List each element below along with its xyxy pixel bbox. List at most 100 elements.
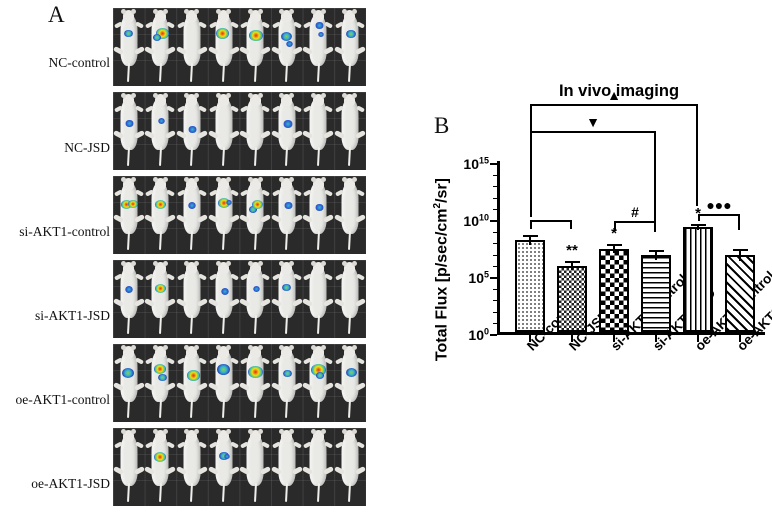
mouse-image	[270, 92, 303, 170]
row-label-si-akt1-control: si-AKT1-control	[19, 224, 110, 239]
luminescence-signal	[124, 286, 133, 293]
imaging-row: Luminescence3.02.52.01.51.00.5x10⁶Radian…	[113, 344, 366, 422]
mouse-image	[144, 344, 177, 422]
error-bar-cap	[606, 243, 622, 246]
bracket-left-arm	[530, 220, 532, 229]
mouse-image	[207, 428, 240, 506]
error-bar-cap	[690, 223, 706, 226]
bar[interactable]	[683, 226, 713, 332]
imaging-row: Luminescence3.02.52.01.51.00.5x10⁶Radian…	[113, 428, 366, 506]
panel-b-label: B	[434, 113, 450, 138]
y-axis-tick	[490, 277, 497, 279]
y-axis-minor-tick	[493, 311, 497, 313]
mouse-image	[175, 344, 209, 422]
mouse-image	[333, 176, 366, 254]
mouse-image	[333, 344, 366, 422]
error-bar	[739, 248, 741, 261]
luminescence-signal	[125, 120, 135, 128]
row-label-si-akt1-jsd: si-AKT1-JSD	[34, 308, 110, 323]
luminescence-signal	[154, 452, 167, 462]
bar[interactable]	[557, 266, 587, 332]
luminescence-signal	[188, 202, 196, 209]
bracket-left-arm	[698, 214, 700, 221]
mouse-image	[302, 92, 335, 170]
bar[interactable]	[515, 240, 545, 332]
mouse-image	[302, 8, 335, 86]
luminescence-signal	[220, 288, 229, 295]
error-bar	[613, 243, 615, 254]
y-axis-minor-tick	[493, 208, 497, 211]
x-axis-tick	[571, 335, 573, 342]
luminescence-signal	[153, 34, 162, 41]
luminescence-signal	[314, 22, 324, 30]
error-bar-cap	[522, 235, 538, 238]
significance-mark: *	[695, 205, 701, 222]
row-label-nc-jsd: NC-JSD	[64, 140, 110, 155]
luminescence-signal	[281, 32, 293, 42]
mouse-image	[239, 260, 272, 338]
luminescence-signal	[186, 370, 200, 381]
mouse-image	[270, 260, 303, 338]
y-axis-tick	[490, 163, 497, 165]
panel-a-row-labels: NC-control NC-JSD si-AKT1-control si-AKT…	[0, 0, 110, 515]
mouse-image	[175, 260, 209, 338]
bar[interactable]	[641, 255, 671, 332]
y-axis-tick	[490, 220, 497, 222]
luminescence-signal	[345, 368, 357, 378]
plot-area: 10010510101015NC-control**NC-JSD*si-AKT1…	[463, 87, 772, 354]
significance-mark: *	[611, 224, 617, 242]
mouse-image	[113, 92, 145, 170]
mouse-image	[207, 344, 240, 422]
mouse-image	[144, 260, 177, 338]
y-axis-minor-tick	[493, 186, 497, 188]
mouse-image	[239, 8, 272, 86]
mouse-image	[333, 92, 366, 170]
luminescence-signal	[249, 30, 264, 42]
luminescence-signal	[346, 30, 356, 39]
mouse-image	[175, 176, 209, 254]
y-axis-tick-label: 100	[468, 326, 489, 343]
bracket-label: ●●●	[706, 197, 732, 214]
x-axis-tick	[655, 335, 657, 342]
y-axis-minor-tick	[493, 322, 497, 325]
bar[interactable]	[725, 255, 755, 332]
y-axis-minor-tick	[493, 288, 497, 291]
imaging-row: Luminescence3.02.52.01.51.00.5x10⁶Radian…	[113, 260, 366, 338]
luminescence-signal	[318, 32, 325, 37]
luminescence-signal	[282, 284, 292, 292]
mouse-image	[144, 428, 177, 506]
bracket-label: #	[631, 204, 639, 220]
panel-a-image-rows: Luminescence3.02.52.01.51.00.5x10⁶Radian…	[113, 8, 370, 511]
mouse-image	[302, 344, 335, 422]
luminescence-signal	[154, 200, 166, 210]
bracket-left-arm	[614, 221, 616, 232]
bracket-label: ▼	[586, 114, 600, 130]
bar[interactable]	[599, 248, 629, 332]
mouse-image	[239, 92, 272, 170]
panel-a-label: A	[48, 2, 65, 27]
x-axis-tick	[529, 335, 531, 342]
x-axis-tick	[739, 335, 741, 342]
bracket-top	[698, 214, 740, 216]
bracket-top	[530, 104, 698, 106]
mouse-image	[113, 428, 145, 506]
y-axis-minor-tick	[493, 231, 497, 234]
y-axis-line	[497, 161, 500, 335]
y-axis-title: Total Flux [p/sec/cm2/sr]	[432, 178, 451, 362]
luminescence-signal	[249, 206, 258, 213]
y-axis-tick-label: 1010	[463, 212, 489, 229]
bracket-top	[614, 221, 656, 223]
luminescence-signal	[157, 374, 167, 382]
luminescence-signal	[316, 372, 325, 379]
in-vivo-imaging-bar-chart: In vivo imaging Total Flux [p/sec/cm2/sr…	[428, 82, 772, 515]
bracket-left-arm	[530, 131, 532, 217]
bracket-top	[530, 220, 572, 223]
bracket-right-arm	[654, 131, 656, 233]
mouse-image	[144, 92, 177, 170]
error-bar	[529, 235, 531, 245]
error-bar-cap	[564, 261, 580, 264]
mouse-image	[333, 260, 366, 338]
luminescence-signal	[286, 41, 294, 47]
mouse-image	[113, 8, 145, 86]
